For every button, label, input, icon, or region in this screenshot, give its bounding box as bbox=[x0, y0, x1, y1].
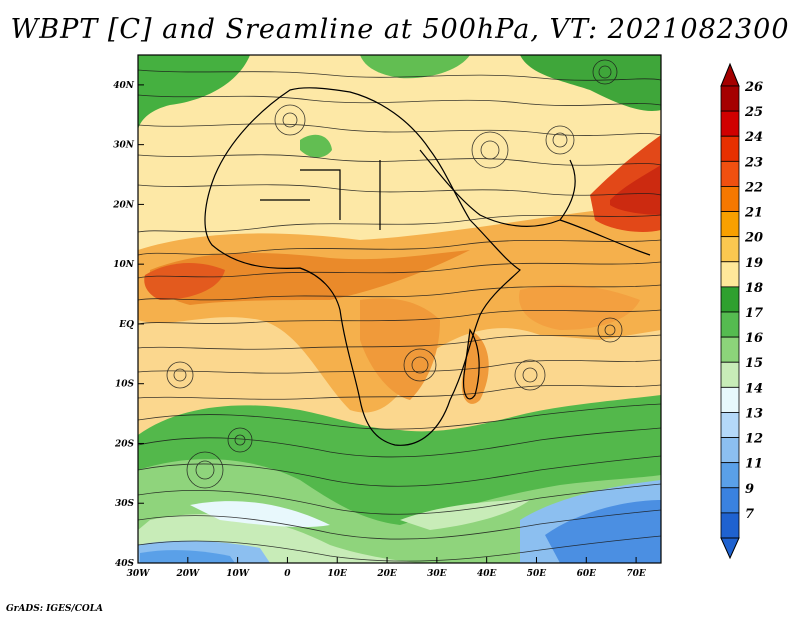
lat-tick-label: 30S bbox=[115, 499, 135, 509]
latitude-axis: 40N 30N 20N 10N EQ 10S 20S 30S 40S bbox=[112, 81, 144, 569]
coastlines bbox=[204, 87, 651, 446]
colorbar-label: 7 bbox=[745, 507, 754, 522]
colorbar-bottom-arrow bbox=[720, 537, 740, 560]
lat-tick-label: 10N bbox=[113, 260, 135, 270]
lon-tick-label: 0 bbox=[284, 569, 291, 579]
colorbar-swatch bbox=[720, 336, 740, 363]
lat-tick-label: EQ bbox=[118, 320, 134, 330]
colorbar-swatch bbox=[720, 512, 740, 539]
lon-tick-label: 70E bbox=[626, 569, 646, 579]
lat-tick-label: 40N bbox=[113, 81, 135, 91]
colorbar-swatch bbox=[720, 311, 740, 338]
colorbar-label: 17 bbox=[745, 306, 763, 321]
lat-tick-label: 10S bbox=[115, 380, 135, 390]
colorbar-swatch bbox=[720, 361, 740, 388]
colorbar-swatch bbox=[720, 261, 740, 288]
colorbar-swatch bbox=[720, 236, 740, 263]
lon-tick-label: 30W bbox=[127, 569, 151, 579]
colorbar-swatch bbox=[720, 110, 740, 137]
colorbar-label: 16 bbox=[745, 331, 763, 346]
grads-credit: GrADS: IGES/COLA bbox=[6, 604, 104, 614]
longitude-axis: 30W 20W 10W 0 10E 20E 30E 40E 50E 60E 70E bbox=[127, 557, 646, 579]
colorbar-top-arrow bbox=[720, 62, 740, 87]
lon-tick-label: 20W bbox=[175, 569, 200, 579]
colorbar-swatch bbox=[720, 462, 740, 489]
lon-tick-label: 20E bbox=[376, 569, 397, 579]
lon-tick-label: 10W bbox=[226, 569, 250, 579]
colorbar-label: 12 bbox=[745, 432, 763, 447]
lon-tick-label: 40E bbox=[477, 569, 497, 579]
colorbar-label: 24 bbox=[744, 130, 763, 145]
colorbar-label: 22 bbox=[744, 180, 763, 195]
lat-tick-label: 40S bbox=[115, 559, 135, 569]
colorbar-label: 21 bbox=[744, 206, 763, 221]
lon-tick-label: 10E bbox=[328, 569, 348, 579]
colorbar-swatch bbox=[720, 135, 740, 162]
colorbar-label: 20 bbox=[744, 231, 763, 246]
lat-tick-label: 30N bbox=[113, 141, 135, 151]
colorbar-label: 11 bbox=[745, 457, 763, 472]
colorbar-label: 13 bbox=[745, 406, 763, 421]
colorbar-swatch bbox=[720, 186, 740, 212]
lat-tick-label: 20N bbox=[112, 200, 135, 210]
colorbar-label: 15 bbox=[745, 356, 763, 371]
colorbar-label: 18 bbox=[745, 281, 763, 296]
colorbar-swatch bbox=[720, 487, 740, 514]
colorbar-label: 9 bbox=[745, 482, 754, 497]
colorbar-label: 26 bbox=[744, 80, 763, 95]
wbpt-field bbox=[138, 55, 661, 563]
lon-tick-label: 30E bbox=[427, 569, 447, 579]
colorbar-label: 23 bbox=[744, 155, 763, 170]
colorbar-swatch bbox=[720, 85, 740, 112]
colorbar: 26 25 24 23 22 21 20 19 18 17 16 15 14 13 12 11 9 7 bbox=[720, 62, 763, 560]
colorbar-swatch bbox=[720, 211, 740, 238]
colorbar-swatch bbox=[720, 437, 740, 464]
colorbar-label: 14 bbox=[745, 381, 763, 396]
colorbar-swatch bbox=[720, 286, 740, 313]
streamlines bbox=[138, 59, 661, 562]
colorbar-swatch bbox=[720, 412, 740, 438]
colorbar-label: 19 bbox=[745, 256, 763, 271]
lon-tick-label: 60E bbox=[577, 569, 597, 579]
colorbar-label: 25 bbox=[744, 105, 763, 120]
lat-tick-label: 20S bbox=[114, 439, 135, 449]
map-title: WBPT [C] and Sreamline at 500hPa, VT: 20… bbox=[10, 14, 790, 45]
map-frame bbox=[137, 54, 662, 564]
colorbar-swatch bbox=[720, 160, 740, 187]
lon-tick-label: 50E bbox=[527, 569, 547, 579]
colorbar-swatch bbox=[720, 386, 740, 413]
